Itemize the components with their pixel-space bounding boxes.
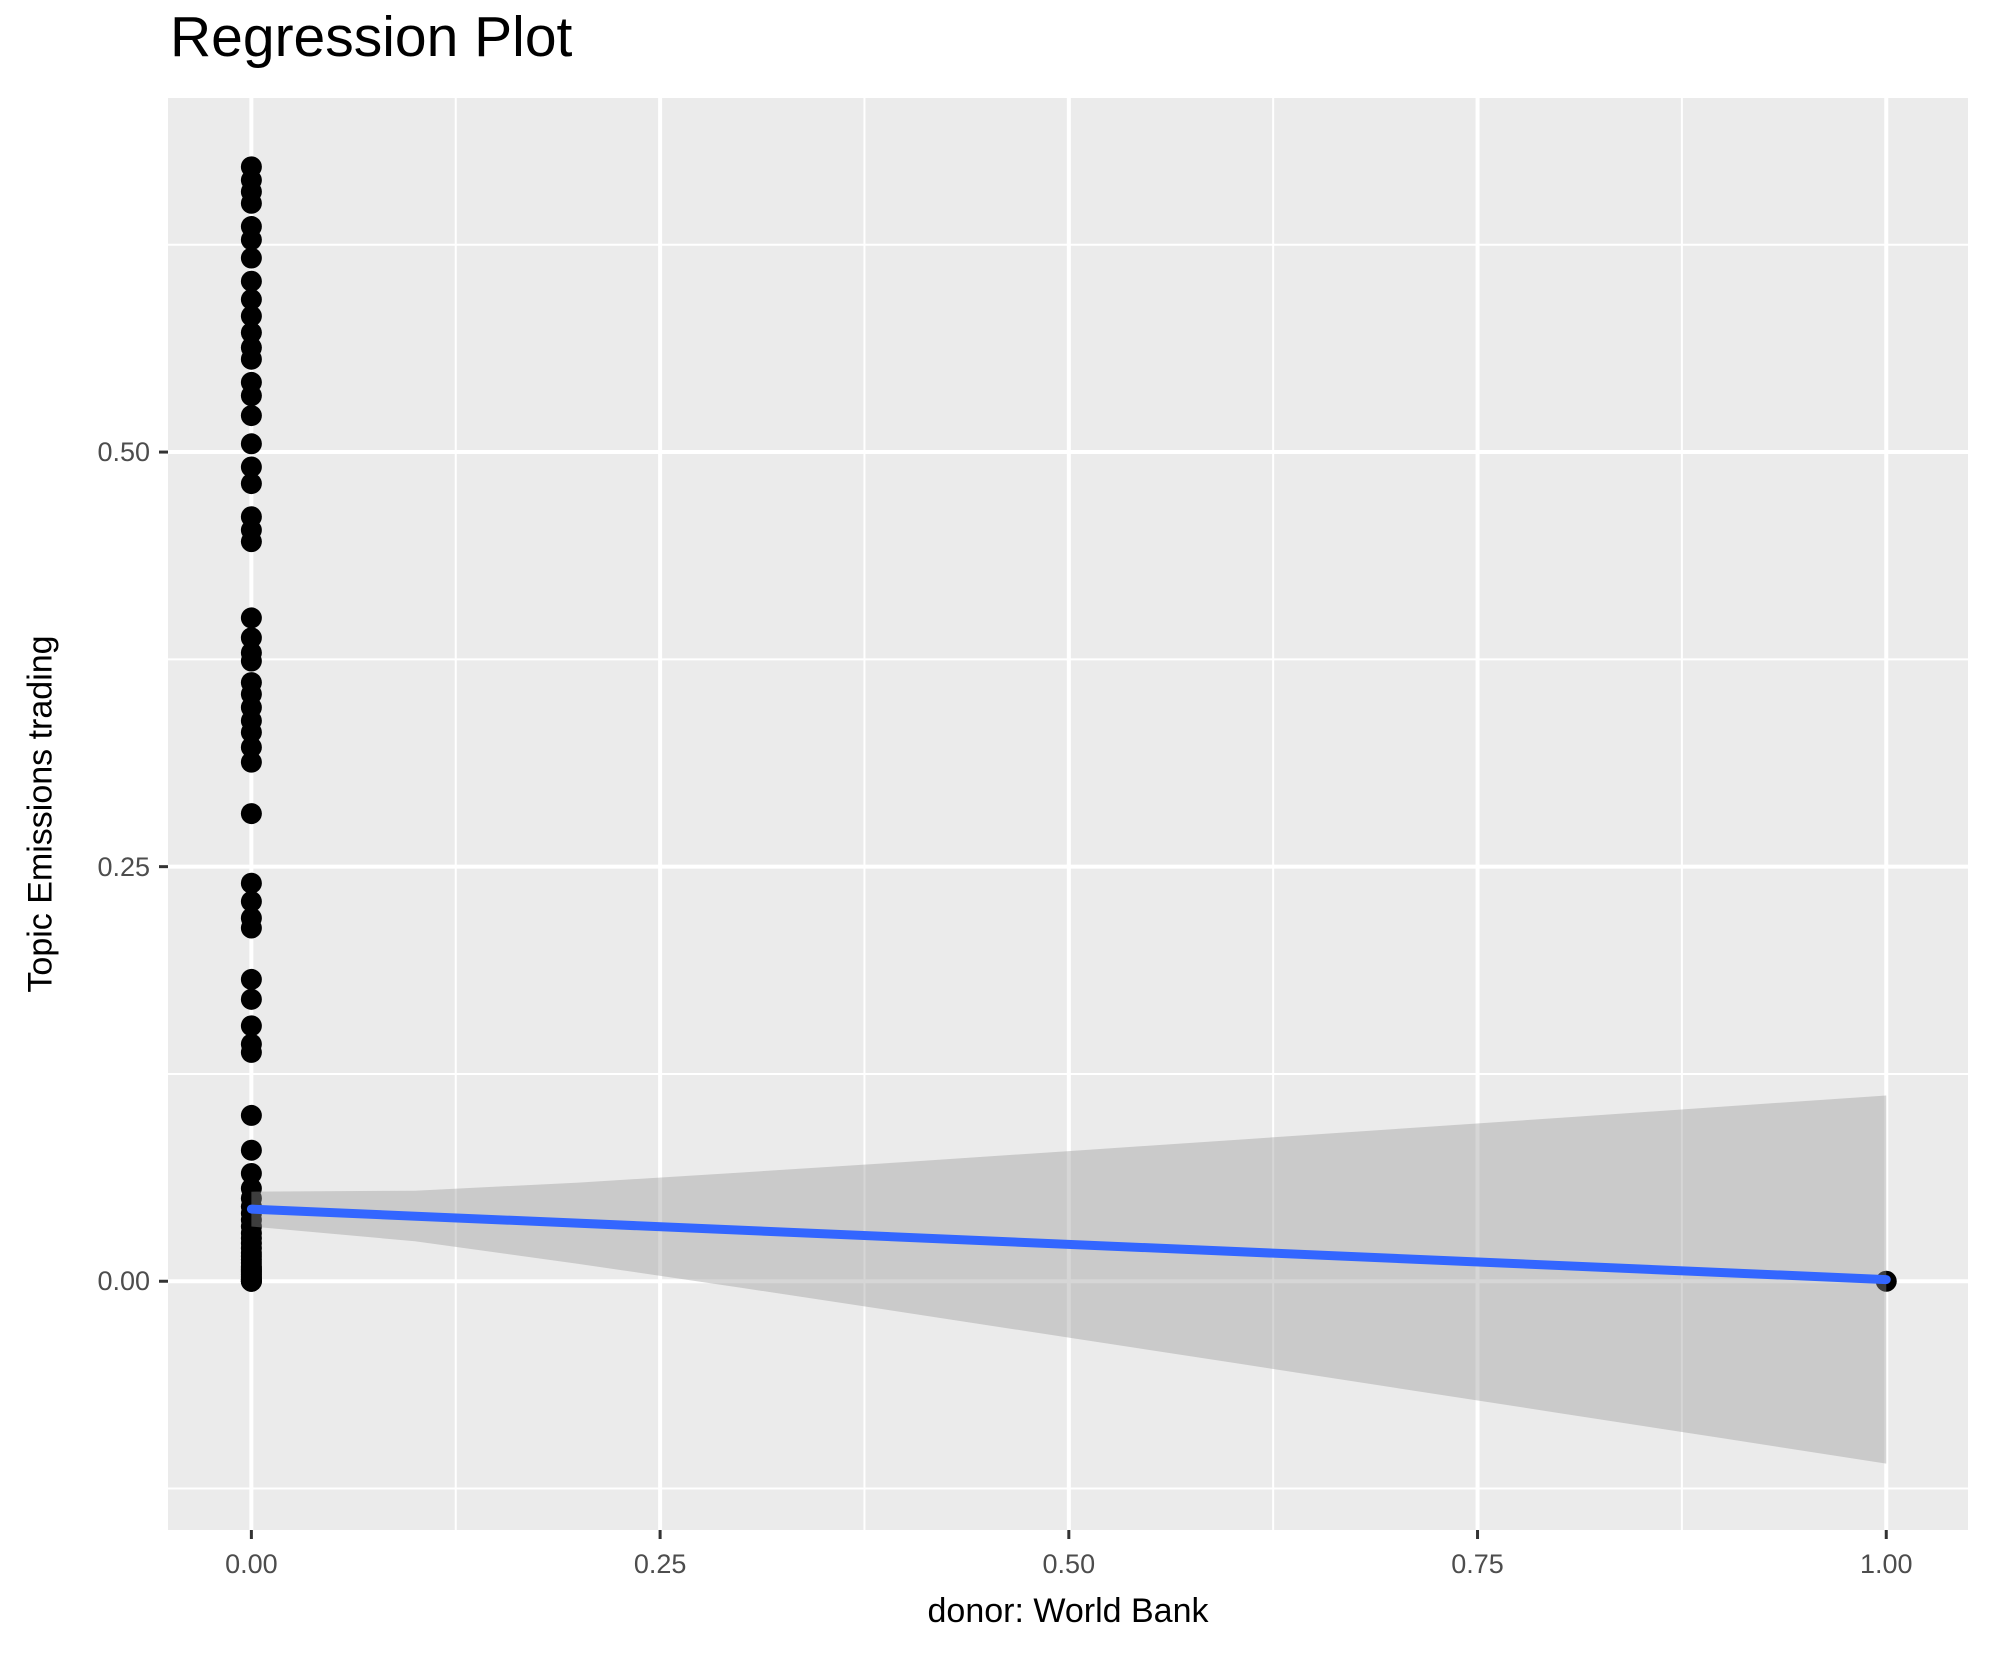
y-tick-label: 0.50 (97, 437, 150, 468)
scatter-point (240, 917, 262, 939)
scatter-point (240, 305, 262, 327)
scatter-point (240, 968, 262, 990)
scatter-point (240, 192, 262, 214)
scatter-point (240, 607, 262, 629)
scatter-point (240, 405, 262, 427)
scatter-point (240, 229, 262, 251)
scatter-point (240, 531, 262, 553)
x-axis-title: donor: World Bank (927, 1592, 1209, 1630)
x-tick-label: 0.25 (633, 1549, 687, 1579)
regression-line (246, 1204, 1891, 1285)
y-tick-label: 0.00 (97, 1266, 150, 1297)
x-tick-label: 1.00 (1859, 1549, 1913, 1579)
confidence-band (251, 1095, 1887, 1464)
x-tick-label: 0.00 (225, 1549, 278, 1579)
scatter-point (240, 348, 262, 370)
chart-title: Regression Plot (170, 5, 573, 69)
scatter-point (240, 1041, 262, 1063)
scatter-point (240, 456, 262, 478)
scatter-point (240, 988, 262, 1010)
scatter-point (240, 627, 262, 649)
scatter-point (240, 247, 262, 269)
scatter-point (240, 322, 262, 344)
scatter-point (240, 1015, 262, 1037)
scatter-point (240, 803, 262, 825)
y-tick-label: 0.25 (97, 851, 150, 882)
scatter-point (240, 270, 262, 292)
scatter-point (240, 288, 262, 310)
scatter-point (240, 721, 262, 743)
scatter-point (240, 1104, 262, 1126)
scatter-point (240, 433, 262, 455)
scatter-point (240, 890, 262, 912)
scatter-point (240, 751, 262, 773)
scatter-point (240, 736, 262, 758)
y-axis-title: Topic Emissions trading (21, 635, 60, 993)
scatter-point (240, 1162, 262, 1184)
x-tick-label: 0.75 (1451, 1549, 1504, 1579)
scatter-point (240, 650, 262, 672)
x-tick-label: 0.50 (1042, 1549, 1096, 1579)
scatter-point (240, 473, 262, 495)
scatter-point (240, 385, 262, 407)
scatter-point (240, 1139, 262, 1161)
scatter-point (240, 1270, 262, 1292)
scatter-point (240, 872, 262, 894)
